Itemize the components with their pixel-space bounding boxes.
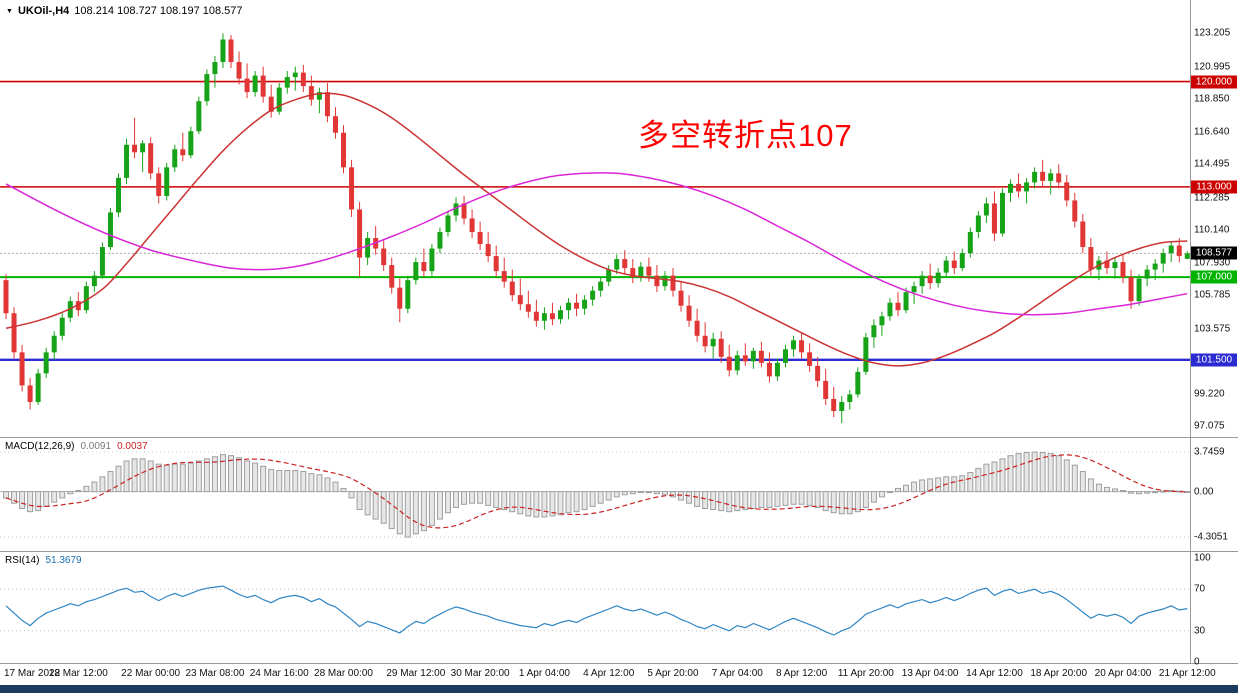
ohlc-values: 108.214 108.727 108.197 108.577 <box>74 5 243 17</box>
rsi-scale-label: 100 <box>1194 552 1211 564</box>
time-axis-label: 28 Mar 00:00 <box>314 668 373 679</box>
candles-layer <box>3 33 1190 424</box>
time-axis-label: 7 Apr 04:00 <box>711 668 763 679</box>
price-tick-label: 116.640 <box>1194 126 1230 138</box>
time-axis-label: 4 Apr 12:00 <box>583 668 635 679</box>
macd-name: MACD(12,26,9) <box>5 441 75 452</box>
horizontal-levels-layer <box>0 80 1190 362</box>
rsi-panel-layer <box>0 585 1190 636</box>
rsi-name: RSI(14) <box>5 555 40 566</box>
rsi-indicator-label: RSI(14) 51.3679 <box>5 555 82 566</box>
rsi-scale-label: 70 <box>1194 583 1206 595</box>
macd-panel-layer <box>0 451 1191 538</box>
macd-scale-label: 3.7459 <box>1194 446 1225 458</box>
price-level-badge: 120.000 <box>1191 75 1237 89</box>
time-axis-label: 18 Apr 20:00 <box>1030 668 1088 679</box>
price-tick-label: 112.285 <box>1194 192 1230 204</box>
price-tick-label: 107.930 <box>1194 257 1231 269</box>
chart-title: ▼ UKOil-,H4 108.214 108.727 108.197 108.… <box>6 5 243 17</box>
time-axis-label: 30 Mar 20:00 <box>450 668 510 679</box>
price-tick-label: 103.575 <box>1194 323 1231 335</box>
bottom-scrollbar[interactable] <box>0 685 1238 693</box>
macd-scale-label: -4.3051 <box>1194 531 1228 543</box>
price-level-badge: 101.500 <box>1191 353 1237 367</box>
price-level-badge: 113.000 <box>1191 180 1237 194</box>
symbol-menu-icon[interactable]: ▼ <box>6 7 13 15</box>
price-tick-label: 118.850 <box>1194 93 1230 105</box>
time-axis-label: 11 Apr 20:00 <box>837 668 894 679</box>
time-axis-label: 17 Mar 2022 <box>4 668 61 679</box>
time-axis-label: 29 Mar 12:00 <box>386 668 446 679</box>
time-axis-label: 5 Apr 20:00 <box>647 668 699 679</box>
chart-annotation-text[interactable]: 多空转折点107 <box>638 118 853 153</box>
time-axis-label: 24 Mar 16:00 <box>249 668 309 679</box>
time-axis-label: 14 Apr 12:00 <box>966 668 1023 679</box>
macd-signal-value: 0.0037 <box>117 441 148 452</box>
price-tick-label: 97.075 <box>1194 420 1225 432</box>
rsi-scale-label: 30 <box>1194 625 1206 637</box>
frame-layer <box>0 0 1238 664</box>
price-tick-label: 110.140 <box>1194 224 1230 236</box>
price-tick-label: 123.205 <box>1194 27 1231 39</box>
time-axis-label: 18 Mar 12:00 <box>48 668 108 679</box>
current-price-badge: 108.577 <box>1191 246 1237 260</box>
macd-main-value: 0.0091 <box>80 441 112 452</box>
time-axis-label: 1 Apr 04:00 <box>518 668 570 679</box>
price-tick-label: 105.785 <box>1194 289 1231 301</box>
macd-scale-label: 0.00 <box>1194 486 1214 498</box>
rsi-scale-label: 0 <box>1194 656 1200 668</box>
symbol-timeframe-label: UKOil-,H4 <box>17 5 70 17</box>
time-axis-label: 22 Mar 00:00 <box>121 668 181 679</box>
price-level-badge: 107.000 <box>1191 270 1237 284</box>
time-axis-label: 8 Apr 12:00 <box>775 668 828 679</box>
rsi-value: 51.3679 <box>45 555 82 566</box>
time-axis-label: 23 Mar 08:00 <box>185 668 245 679</box>
moving-averages-layer <box>5 92 1188 367</box>
macd-indicator-label: MACD(12,26,9) 0.0091 0.0037 <box>5 441 148 452</box>
price-tick-label: 99.220 <box>1194 388 1225 400</box>
time-axis-label: 13 Apr 04:00 <box>901 668 959 679</box>
price-tick-label: 114.495 <box>1194 158 1230 170</box>
time-axis-label: 21 Apr 12:00 <box>1158 668 1216 679</box>
price-tick-label: 120.995 <box>1194 61 1231 73</box>
time-axis-label: 20 Apr 04:00 <box>1094 668 1152 679</box>
